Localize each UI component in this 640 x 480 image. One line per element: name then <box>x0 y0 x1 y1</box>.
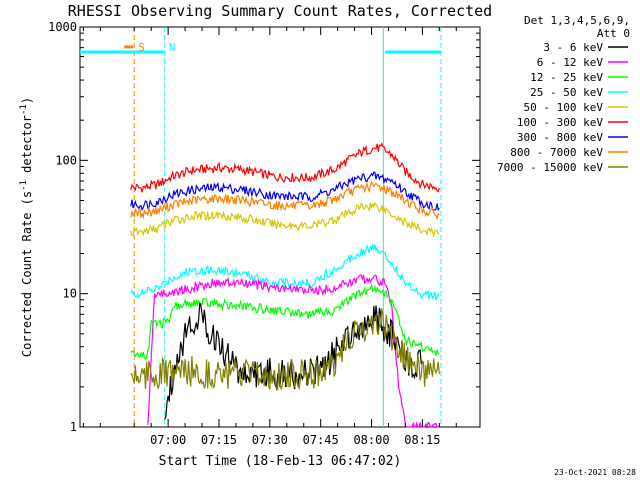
series-line <box>130 242 440 302</box>
y-label-part-2: detector <box>20 115 34 180</box>
flag-label: S <box>138 41 145 54</box>
series-line <box>130 283 440 361</box>
legend-header: Att 0 <box>597 27 630 40</box>
legend-label: 800 - 7000 keV <box>510 146 603 159</box>
y-axis-label: Corrected Count Rate (s-1 detector-1) <box>19 97 34 357</box>
x-tick-label: 07:30 <box>252 433 288 447</box>
series-line <box>147 274 440 430</box>
y-tick-label: 1 <box>70 420 77 434</box>
series-lines <box>130 142 440 430</box>
x-tick-label: 07:00 <box>150 433 186 447</box>
chart-title: RHESSI Observing Summary Count Rates, Co… <box>68 2 492 20</box>
plot-frame <box>79 26 481 428</box>
flag-label: N <box>169 41 176 54</box>
legend-header: Det 1,3,4,5,6,9, <box>524 14 630 27</box>
series-line <box>130 142 440 193</box>
series-line <box>164 302 423 420</box>
x-tick-label: 07:15 <box>201 433 237 447</box>
footer-timestamp: 23-Oct-2021 08:28 <box>554 468 636 477</box>
y-tick-label: 100 <box>55 153 77 167</box>
x-tick-label: 07:45 <box>303 433 339 447</box>
series-line <box>130 171 440 212</box>
legend-label: 7000 - 15000 keV <box>497 161 603 174</box>
y-label-sup-2: -1 <box>19 104 29 115</box>
y-label-part-3: ) <box>20 97 34 104</box>
x-axis: 07:00 07:15 07:30 07:45 08:00 08:15 <box>82 27 457 447</box>
series-line <box>130 308 440 391</box>
series-line <box>130 201 440 238</box>
legend-label: 300 - 800 keV <box>517 131 603 144</box>
series-line <box>130 180 440 221</box>
legend-label: 6 - 12 keV <box>537 56 604 69</box>
y-tick-label: 1000 <box>48 20 77 34</box>
x-tick-label: 08:00 <box>353 433 389 447</box>
legend: Det 1,3,4,5,6,9,Att 03 - 6 keV 6 - 12 keV… <box>497 14 630 174</box>
x-tick-label: 08:15 <box>404 433 440 447</box>
y-label-part-1: Corrected Count Rate (s <box>20 191 34 357</box>
x-axis-label: Start Time (18-Feb-13 06:47:02) <box>159 454 402 469</box>
legend-label: 100 - 300 keV <box>517 116 603 129</box>
legend-label: 3 - 6 keV <box>543 41 603 54</box>
y-axis: 1000 100 10 1 <box>48 20 480 434</box>
y-tick-label: 10 <box>63 287 77 301</box>
y-label-sup-1: -1 <box>19 180 29 191</box>
legend-label: 50 - 100 keV <box>524 101 604 114</box>
legend-label: 25 - 50 keV <box>530 86 603 99</box>
legend-label: 12 - 25 keV <box>530 71 603 84</box>
